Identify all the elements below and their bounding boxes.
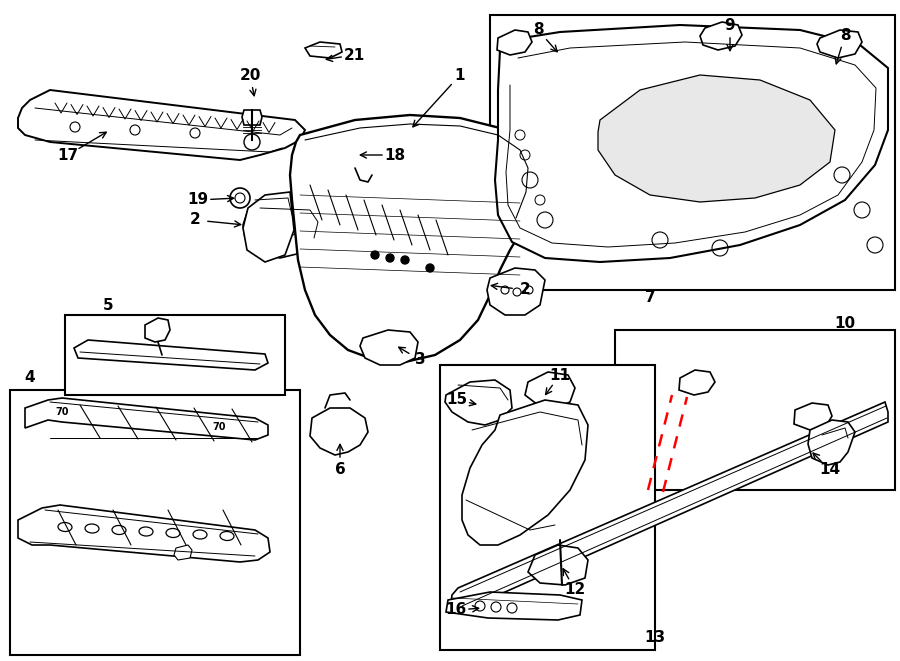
Ellipse shape xyxy=(193,530,207,539)
Text: 9: 9 xyxy=(724,17,735,32)
Polygon shape xyxy=(525,372,575,408)
Polygon shape xyxy=(528,545,588,585)
Polygon shape xyxy=(495,25,888,262)
Polygon shape xyxy=(794,403,832,430)
Circle shape xyxy=(401,256,409,264)
Text: 2: 2 xyxy=(190,212,201,227)
Polygon shape xyxy=(817,30,862,58)
Polygon shape xyxy=(18,505,270,562)
Polygon shape xyxy=(360,330,418,365)
Polygon shape xyxy=(808,420,855,465)
Polygon shape xyxy=(18,90,305,160)
Polygon shape xyxy=(145,318,170,342)
Polygon shape xyxy=(305,42,342,58)
Text: 4: 4 xyxy=(24,371,35,385)
Text: 20: 20 xyxy=(239,67,261,83)
Polygon shape xyxy=(290,115,535,362)
Polygon shape xyxy=(450,402,888,612)
Polygon shape xyxy=(313,138,370,168)
Bar xyxy=(490,15,895,290)
Text: 10: 10 xyxy=(834,315,856,330)
Polygon shape xyxy=(445,380,512,425)
Text: 17: 17 xyxy=(58,147,78,163)
Text: 6: 6 xyxy=(335,463,346,477)
Polygon shape xyxy=(497,30,532,55)
Polygon shape xyxy=(700,22,742,50)
Circle shape xyxy=(426,264,434,272)
Polygon shape xyxy=(446,592,582,620)
Ellipse shape xyxy=(112,525,126,535)
Polygon shape xyxy=(243,192,294,262)
Text: 1: 1 xyxy=(454,67,465,83)
Text: 11: 11 xyxy=(550,368,571,383)
Text: 13: 13 xyxy=(644,631,666,646)
Ellipse shape xyxy=(58,522,72,531)
Text: 5: 5 xyxy=(103,297,113,313)
Text: 16: 16 xyxy=(446,602,466,617)
Text: 8: 8 xyxy=(840,28,850,42)
Ellipse shape xyxy=(139,527,153,536)
Circle shape xyxy=(371,251,379,259)
Polygon shape xyxy=(598,75,835,202)
Text: 8: 8 xyxy=(533,22,544,38)
Ellipse shape xyxy=(166,529,180,537)
Polygon shape xyxy=(243,198,325,258)
Text: 70: 70 xyxy=(212,422,226,432)
Bar xyxy=(615,330,895,490)
Ellipse shape xyxy=(85,524,99,533)
Polygon shape xyxy=(74,340,268,370)
Text: 3: 3 xyxy=(415,352,426,368)
Text: 19: 19 xyxy=(187,192,209,208)
Text: 2: 2 xyxy=(519,282,530,297)
Text: 21: 21 xyxy=(344,48,364,63)
Text: 7: 7 xyxy=(644,290,655,305)
Polygon shape xyxy=(242,110,262,125)
Text: 14: 14 xyxy=(819,463,841,477)
Polygon shape xyxy=(462,400,588,545)
Text: 70: 70 xyxy=(55,407,68,417)
Polygon shape xyxy=(310,408,368,455)
Circle shape xyxy=(386,254,394,262)
Polygon shape xyxy=(174,545,192,560)
Bar xyxy=(10,390,300,655)
Polygon shape xyxy=(25,398,268,440)
Text: 18: 18 xyxy=(384,147,406,163)
Polygon shape xyxy=(679,370,715,395)
Ellipse shape xyxy=(220,531,234,541)
Bar xyxy=(440,365,655,650)
Text: 12: 12 xyxy=(564,582,586,598)
Polygon shape xyxy=(487,268,545,315)
Text: 15: 15 xyxy=(446,393,468,407)
Bar xyxy=(65,315,285,395)
